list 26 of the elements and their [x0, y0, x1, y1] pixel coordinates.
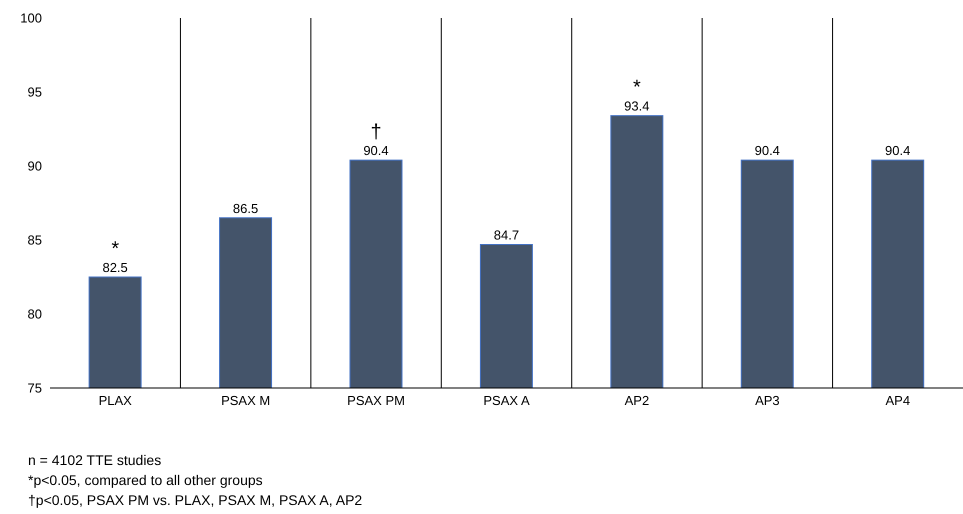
text: *p<0.05, compared to all other groups — [28, 471, 264, 490]
text: n = 4102 TTE studies — [28, 451, 162, 470]
annotation: * — [111, 238, 120, 260]
text: †p<0.05, PSAX PM vs. PLAX, PSAX M, PSAX A, AP2 — [28, 491, 362, 510]
data-label: 90.4 — [885, 143, 910, 158]
annotation: † — [370, 121, 382, 144]
data-label: 90.4 — [363, 143, 389, 158]
y-tick-label: 80 — [28, 306, 42, 322]
x-tick-label: PSAX M — [221, 393, 270, 408]
data-label: 82.5 — [102, 260, 128, 275]
data-label: 86.5 — [232, 200, 258, 216]
annotation: * — [633, 76, 642, 99]
y-tick-label: 90 — [28, 158, 42, 174]
x-tick-label: AP3 — [755, 393, 780, 408]
y-tick-label: 75 — [28, 380, 42, 396]
y-tick-label: 100 — [20, 10, 42, 26]
y-tick-label: 95 — [28, 84, 42, 100]
data-label: 90.4 — [754, 143, 780, 158]
y-tick-label: 85 — [28, 232, 42, 248]
x-tick-label: PLAX — [98, 393, 132, 408]
x-tick-label: AP2 — [624, 393, 650, 408]
data-label: 84.7 — [494, 227, 520, 242]
x-tick-label: AP4 — [885, 393, 910, 408]
x-tick-label: PSAX A — [483, 393, 530, 408]
x-tick-label: PSAX PM — [347, 393, 405, 408]
data-label: 93.4 — [624, 98, 650, 114]
